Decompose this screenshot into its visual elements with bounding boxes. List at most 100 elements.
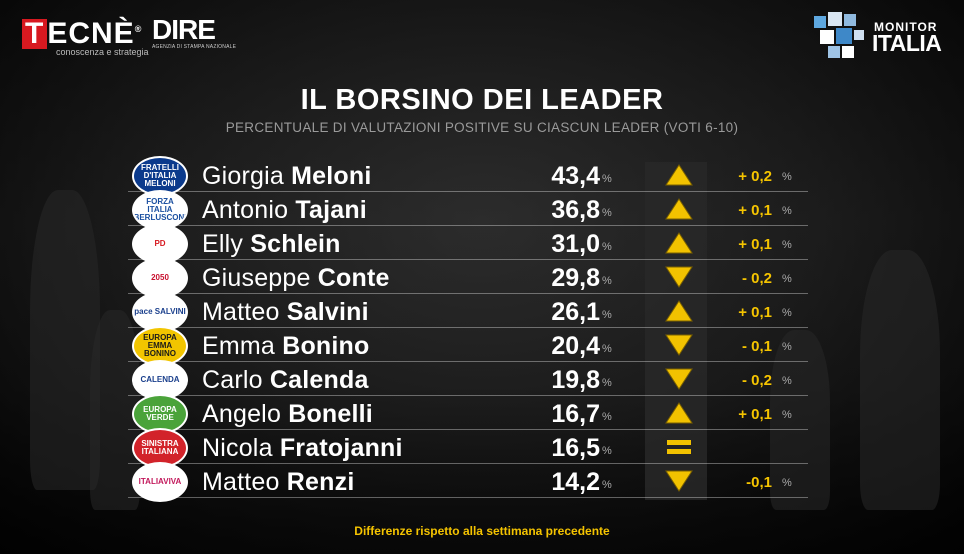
difference-percent-sign: % [782, 171, 792, 183]
leader-name: Elly Schlein [202, 230, 341, 259]
page-subtitle: PERCENTUALE DI VALUTAZIONI POSITIVE SU C… [225, 120, 739, 135]
party-logo-text: EUROPA VERDE [143, 405, 177, 422]
rating-difference: - 0,2 [741, 270, 772, 287]
difference-percent-sign: % [782, 375, 792, 387]
tecne-tagline: conoscenza e strategia [56, 47, 149, 57]
party-logo-text: ITALIAVIVA [138, 477, 182, 486]
leader-first-name: Giuseppe [202, 264, 311, 292]
leader-name: Giorgia Meloni [202, 162, 372, 191]
party-logo-badge: ITALIAVIVA [132, 462, 188, 502]
leader-name: Matteo Renzi [202, 468, 354, 497]
rating-value: 19,8 [551, 366, 600, 394]
arrow-down-icon [665, 368, 693, 390]
party-logo-badge: PD [132, 224, 188, 264]
difference-percent-sign: % [782, 341, 792, 353]
leader-name: Giuseppe Conte [202, 264, 390, 293]
leader-last-name: Conte [317, 264, 390, 292]
dire-tagline: AGENZIA DI STAMPA NAZIONALE [152, 44, 237, 50]
equal-icon [667, 440, 691, 454]
party-logo-text: 2050 [151, 273, 169, 282]
table-row: pace SALVINI Matteo Salvini 26,1 % + 0,1… [128, 292, 808, 332]
difference-percent-sign: % [782, 477, 792, 489]
tecne-logo-mark: T [22, 19, 48, 49]
rating-value: 20,4 [551, 332, 600, 360]
arrow-up-icon [665, 164, 693, 186]
party-logo-text: FORZA ITALIA BERLUSCONI [133, 197, 187, 222]
rating-percent-sign: % [602, 309, 612, 321]
rating-percent-sign: % [602, 173, 612, 185]
rating-value: 31,0 [551, 230, 600, 258]
party-logo-text: FRATELLI D'ITALIA MELONI [140, 163, 180, 188]
party-logo-badge: EUROPA EMMA BONINO [132, 326, 188, 366]
table-row: FRATELLI D'ITALIA MELONI Giorgia Meloni … [128, 156, 808, 196]
leader-last-name: Meloni [291, 162, 372, 190]
monitor-logo-line2: ITALIA [872, 30, 942, 56]
cubes-icon [814, 12, 864, 58]
party-logo-text: SINISTRA ITALIANA [141, 439, 179, 456]
footer-note: Differenze rispetto alla settimana prece… [354, 524, 610, 538]
table-row: CALENDA Carlo Calenda 19,8 % - 0,2 % [128, 360, 808, 400]
rating-value: 26,1 [551, 298, 600, 326]
page-title: IL BORSINO DEI LEADER [300, 84, 664, 116]
leader-first-name: Nicola [202, 434, 273, 462]
leader-last-name: Salvini [286, 298, 369, 326]
arrow-up-icon [665, 300, 693, 322]
leader-first-name: Carlo [202, 366, 263, 394]
rating-difference: + 0,2 [738, 168, 772, 185]
leader-last-name: Fratojanni [279, 434, 403, 462]
rating-value: 36,8 [551, 196, 600, 224]
leader-first-name: Emma [202, 332, 276, 360]
leader-name: Angelo Bonelli [202, 400, 373, 429]
rating-difference: - 0,2 [741, 372, 772, 389]
rating-value: 29,8 [551, 264, 600, 292]
leader-first-name: Matteo [202, 298, 280, 326]
dire-logo-text: DIRE [152, 14, 216, 45]
table-row: PD Elly Schlein 31,0 % + 0,1 % [128, 224, 808, 264]
monitor-logo-line1: MONITOR [874, 20, 938, 34]
rating-percent-sign: % [602, 377, 612, 389]
party-logo-text: EUROPA EMMA BONINO [143, 333, 177, 358]
table-row: FORZA ITALIA BERLUSCONI Antonio Tajani 3… [128, 190, 808, 230]
arrow-down-icon [665, 266, 693, 288]
leader-name: Nicola Fratojanni [202, 434, 403, 463]
rating-difference: + 0,1 [738, 406, 772, 423]
arrow-up-icon [665, 198, 693, 220]
leader-last-name: Bonelli [288, 400, 373, 428]
rating-value: 16,7 [551, 400, 600, 428]
leader-last-name: Bonino [282, 332, 370, 360]
party-logo-text: pace SALVINI [134, 307, 186, 316]
dire-logo: DIRE AGENZIA DI STAMPA NAZIONALE [152, 14, 237, 51]
monitor-italia-logo: MONITOR ITALIA [810, 10, 950, 60]
leader-last-name: Tajani [295, 196, 367, 224]
difference-percent-sign: % [782, 205, 792, 217]
party-logo-badge: FRATELLI D'ITALIA MELONI [132, 156, 188, 196]
party-logo-text: PD [154, 239, 166, 248]
leader-name: Matteo Salvini [202, 298, 369, 327]
leader-first-name: Giorgia [202, 162, 284, 190]
rating-percent-sign: % [602, 207, 612, 219]
arrow-down-icon [665, 334, 693, 356]
rating-percent-sign: % [602, 479, 612, 491]
tecne-logo-text: ECNÈ [47, 17, 135, 50]
tecne-logo: T ECNÈ® conoscenza e strategia [22, 14, 149, 57]
arrow-up-icon [665, 402, 693, 424]
rating-percent-sign: % [602, 445, 612, 457]
leader-last-name: Calenda [269, 366, 369, 394]
table-row: EUROPA VERDE Angelo Bonelli 16,7 % + 0,1… [128, 394, 808, 434]
rating-difference: - 0,1 [741, 338, 772, 355]
rating-difference: -0,1 [746, 474, 772, 491]
table-row: EUROPA EMMA BONINO Emma Bonino 20,4 % - … [128, 326, 808, 366]
leader-first-name: Elly [202, 230, 244, 258]
rating-percent-sign: % [602, 411, 612, 423]
rating-percent-sign: % [602, 275, 612, 287]
difference-percent-sign: % [782, 239, 792, 251]
leader-last-name: Renzi [286, 468, 355, 496]
difference-percent-sign: % [782, 307, 792, 319]
leader-last-name: Schlein [250, 230, 341, 258]
rating-value: 14,2 [551, 468, 600, 496]
leader-name: Emma Bonino [202, 332, 369, 361]
leader-table: FRATELLI D'ITALIA MELONI Giorgia Meloni … [128, 156, 808, 502]
table-row: 2050 Giuseppe Conte 29,8 % - 0,2 % [128, 258, 808, 298]
rating-value: 43,4 [551, 162, 600, 190]
arrow-up-icon [665, 232, 693, 254]
